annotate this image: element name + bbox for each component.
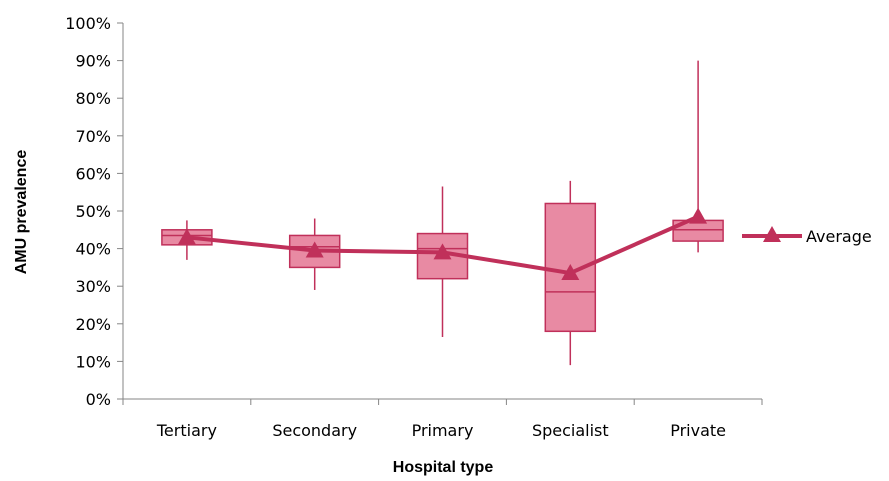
y-tick-label: 40%: [75, 240, 111, 259]
y-tick-label: 10%: [75, 352, 111, 371]
y-tick-label: 50%: [75, 202, 111, 221]
average-marker: [433, 243, 452, 260]
x-tick-label: Secondary: [272, 421, 357, 440]
average-marker: [689, 207, 708, 224]
y-tick-label: 60%: [75, 164, 111, 183]
y-axis-title: AMU prevalence: [13, 150, 30, 275]
y-tick-label: 100%: [65, 14, 111, 33]
y-axis: 0% 10% 20% 30% 40% 50% 60% 70% 80% 90% 100%: [65, 14, 124, 409]
legend-marker: [763, 226, 781, 242]
y-tick-label: 20%: [75, 315, 111, 334]
y-tick-label: 90%: [75, 52, 111, 71]
average-marker: [177, 228, 196, 245]
average-marker: [305, 241, 324, 258]
legend-label-average: Average: [806, 227, 872, 246]
average-marker: [561, 264, 580, 281]
x-tick-label: Primary: [412, 421, 474, 440]
x-axis: Tertiary Secondary Primary Specialist Privat…: [122, 398, 763, 440]
y-tick-label: 80%: [75, 89, 111, 108]
series-average: [177, 207, 708, 281]
boxes: [161, 60, 724, 366]
x-axis-title: Hospital type: [393, 459, 494, 476]
y-tick-label: 30%: [75, 277, 111, 296]
y-tick-label: 70%: [75, 127, 111, 146]
x-tick-label: Specialist: [532, 421, 609, 440]
x-tick-label: Tertiary: [156, 421, 217, 440]
x-tick-label: Private: [670, 421, 726, 440]
y-tick-label: 0%: [86, 390, 111, 409]
legend: Average: [742, 226, 872, 246]
